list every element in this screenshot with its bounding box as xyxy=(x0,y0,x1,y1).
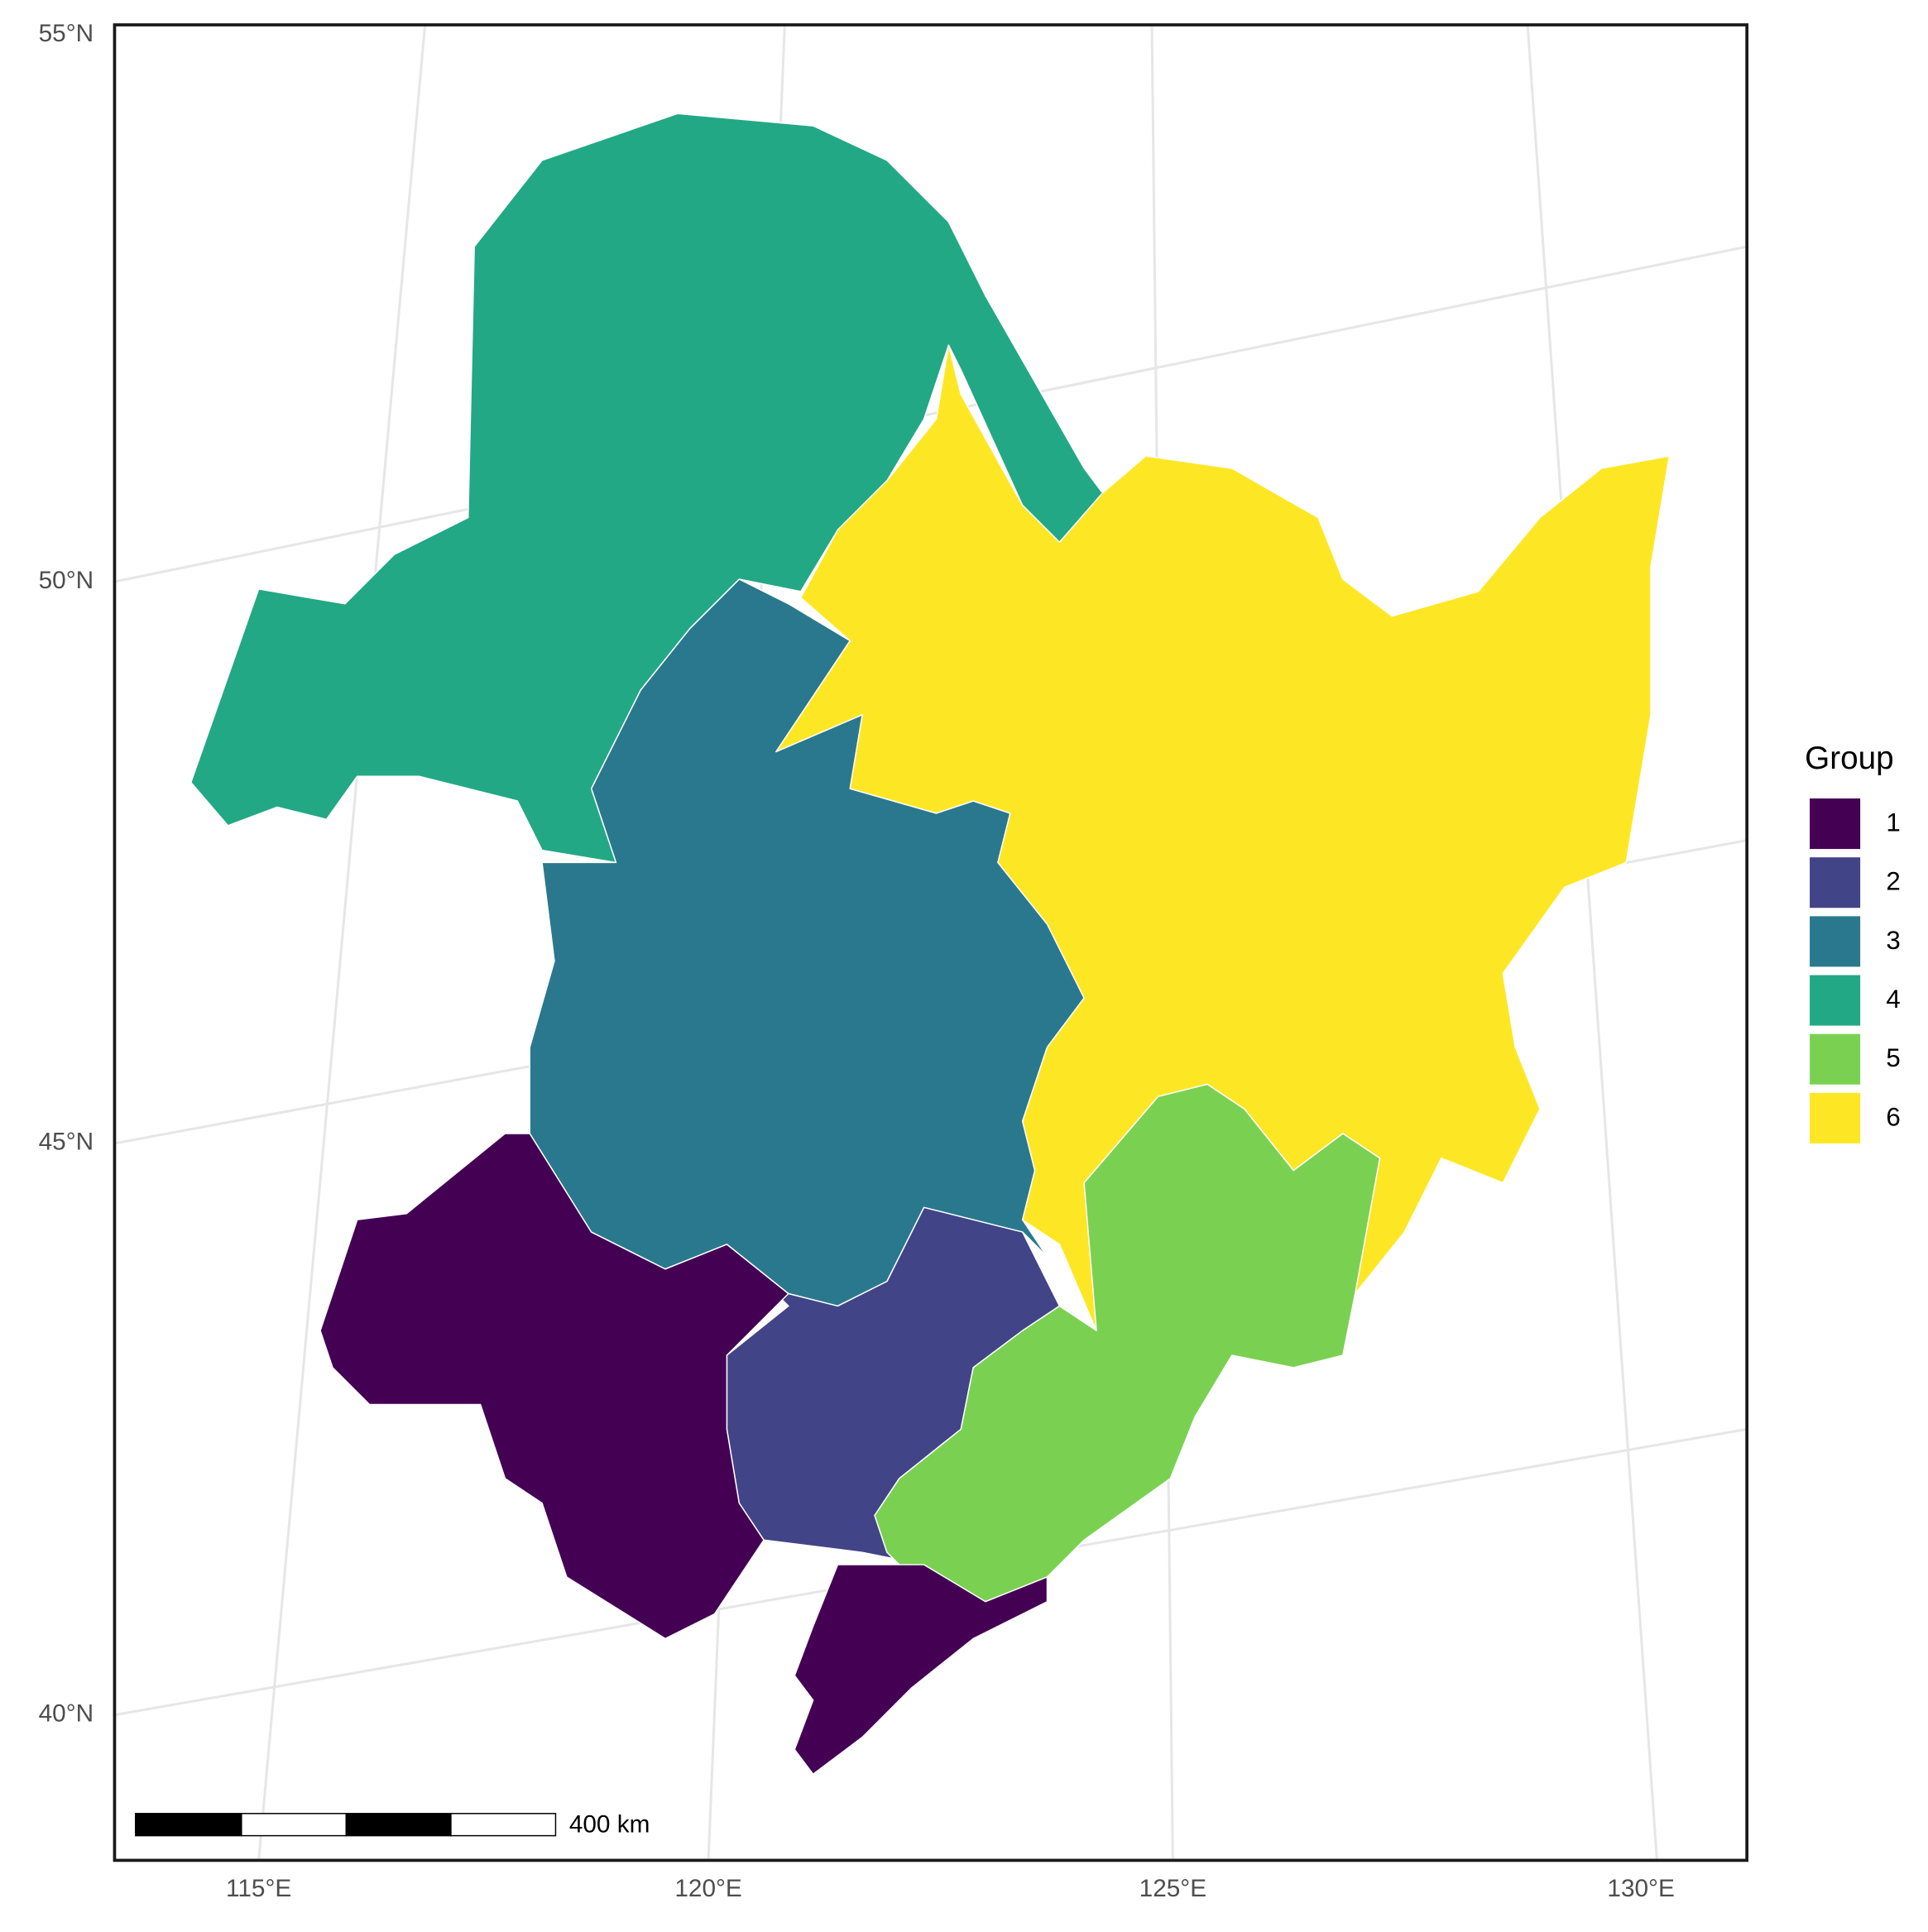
scale-bar: 400 km xyxy=(135,1811,650,1839)
lon-label: 115°E xyxy=(226,1875,291,1902)
lon-label: 125°E xyxy=(1139,1875,1206,1902)
legend-title: Group xyxy=(1805,741,1894,776)
scale-segment xyxy=(135,1813,242,1837)
graticule-line xyxy=(1526,24,1658,1861)
lat-label: 55°N xyxy=(39,20,94,47)
scale-segment xyxy=(345,1813,452,1837)
legend-label: 1 xyxy=(1886,808,1900,837)
regions xyxy=(190,113,1671,1775)
graticule-line xyxy=(114,245,1748,583)
lat-label: 45°N xyxy=(39,1129,94,1156)
legend-key xyxy=(1810,975,1861,1026)
region-group-1 xyxy=(794,1564,1048,1775)
legend-key xyxy=(1810,1092,1861,1143)
legend-key xyxy=(1810,1033,1861,1085)
legend-label: 3 xyxy=(1886,926,1900,955)
scale-segment xyxy=(241,1813,348,1837)
legend-label: 6 xyxy=(1886,1102,1900,1131)
scale-label: 400 km xyxy=(569,1811,650,1839)
panel-border xyxy=(113,23,1749,1862)
legend-key xyxy=(1810,798,1861,850)
legend-label: 5 xyxy=(1886,1043,1900,1072)
region-group-4 xyxy=(190,113,1104,864)
lat-label: 40°N xyxy=(39,1700,94,1728)
legend-label: 2 xyxy=(1886,867,1900,896)
legend-label: 4 xyxy=(1886,985,1900,1014)
region-group-5 xyxy=(874,1083,1381,1603)
lat-label: 50°N xyxy=(39,567,94,594)
region-group-1 xyxy=(319,1133,789,1640)
legend-key xyxy=(1810,916,1861,967)
lon-label: 130°E xyxy=(1607,1875,1674,1902)
lon-label: 120°E xyxy=(674,1875,741,1902)
legend-key xyxy=(1810,857,1861,908)
graticule-line xyxy=(257,24,427,1861)
scale-segment xyxy=(450,1813,557,1837)
